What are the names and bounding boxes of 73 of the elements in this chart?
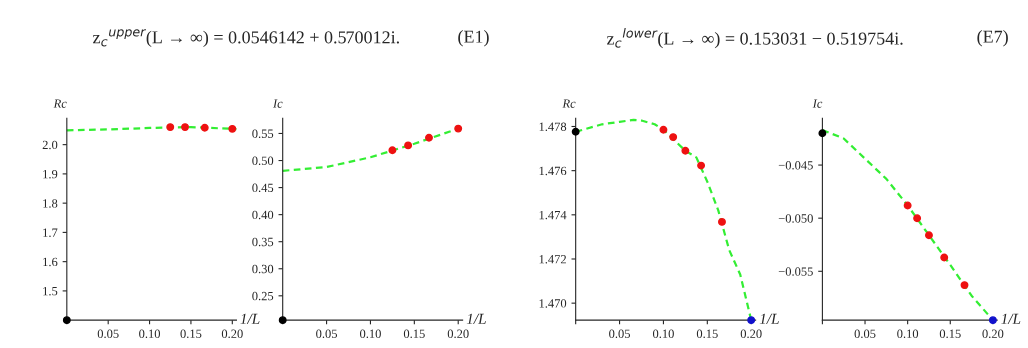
y-tick-label: −0.050 <box>778 214 813 223</box>
point <box>988 316 997 325</box>
point <box>62 316 71 325</box>
y-tick-label: 0.40 <box>252 210 274 220</box>
y-tick-label: 0.30 <box>252 264 274 274</box>
text: z$_{c}$$^{lower}$(L → ∞) = 0.153031 − 0.519754i. <box>607 27 903 49</box>
point <box>659 125 668 134</box>
y-tick-label: 1.9 <box>43 169 58 179</box>
point <box>388 146 397 155</box>
x-axis-title: 1/L <box>240 313 260 324</box>
y-tick-label: 0.55 <box>252 129 274 138</box>
y-tick-label: 0.50 <box>252 156 274 166</box>
x-tick-label: 0.05 <box>316 329 338 339</box>
y-tick-label: 1.472 <box>539 255 566 264</box>
point <box>960 281 969 290</box>
point <box>697 161 706 170</box>
point <box>404 141 413 150</box>
point <box>454 124 463 133</box>
x-tick-label: 0.05 <box>97 329 119 339</box>
point <box>747 316 756 325</box>
y-tick-label: 1.470 <box>539 299 567 308</box>
text: z$_{c}$$^{upper}$(L → ∞) = 0.0546142 + 0.570012i. <box>93 29 399 48</box>
point <box>425 133 433 142</box>
point <box>669 133 678 142</box>
x-axis-title: 1/L <box>759 313 779 324</box>
y-tick-label: 1.6 <box>43 257 58 267</box>
y-tick-label: 0.25 <box>252 291 274 301</box>
y-tick-label: −0.055 <box>778 267 813 276</box>
x-tick-label: 0.10 <box>897 329 919 339</box>
y-axis-title: Rc <box>53 99 67 108</box>
text: (E7) <box>977 30 1008 47</box>
x-tick-label: 0.20 <box>447 329 469 339</box>
y-tick-label: 1.476 <box>539 166 567 176</box>
y-axis-title: Ic <box>272 99 283 108</box>
y-tick-label: −0.045 <box>778 161 813 170</box>
point <box>818 129 827 138</box>
text: (E1) <box>458 30 489 47</box>
point <box>940 253 949 262</box>
point <box>181 123 190 132</box>
y-tick-label: 1.7 <box>43 228 58 237</box>
x-tick-label: 0.20 <box>740 329 762 339</box>
point <box>166 123 175 132</box>
x-tick-label: 0.20 <box>221 329 243 339</box>
point <box>200 123 209 132</box>
x-tick-label: 0.20 <box>982 329 1004 339</box>
point <box>571 127 580 136</box>
x-tick-label: 0.10 <box>139 329 161 339</box>
y-tick-label: 0.35 <box>252 237 274 247</box>
x-tick-label: 0.15 <box>403 329 425 339</box>
x-tick-label: 0.15 <box>180 329 202 339</box>
x-tick-label: 0.10 <box>360 329 381 339</box>
y-tick-label: 1.8 <box>43 199 58 208</box>
y-tick-label: 1.474 <box>539 210 567 220</box>
y-tick-label: 1.5 <box>43 286 58 296</box>
y-axis-title: Rc <box>562 99 576 108</box>
point <box>278 316 287 325</box>
point <box>718 217 726 226</box>
x-tick-label: 0.15 <box>939 329 961 339</box>
y-tick-label: 1.478 <box>539 122 567 132</box>
x-axis-title: 1/L <box>1001 313 1021 324</box>
x-tick-label: 0.15 <box>696 329 718 339</box>
y-axis-title: Ic <box>812 99 823 108</box>
x-axis-title: 1/L <box>466 313 486 324</box>
y-tick-label: 0.45 <box>252 183 274 193</box>
point <box>228 124 237 133</box>
point <box>925 231 933 240</box>
x-tick-label: 0.05 <box>854 329 876 339</box>
point <box>681 146 690 155</box>
point <box>913 214 922 223</box>
y-tick-label: 2.0 <box>42 140 58 150</box>
point <box>903 201 912 210</box>
x-tick-label: 0.05 <box>609 329 631 339</box>
x-tick-label: 0.10 <box>652 329 674 339</box>
